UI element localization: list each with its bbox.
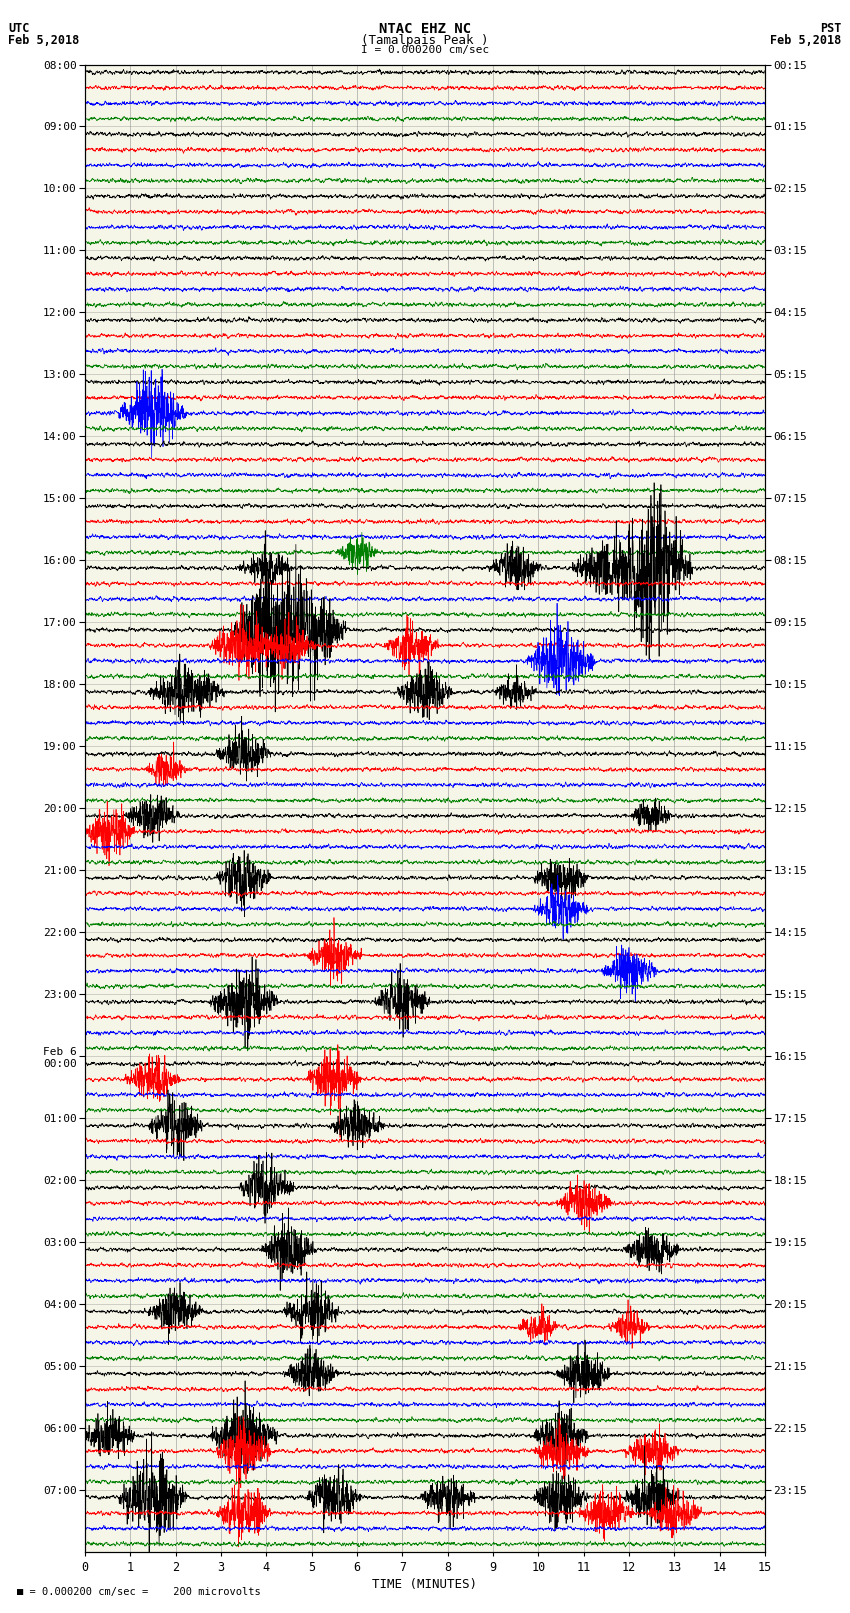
Text: PST: PST xyxy=(820,23,842,35)
Text: I = 0.000200 cm/sec: I = 0.000200 cm/sec xyxy=(361,45,489,55)
Text: ■ = 0.000200 cm/sec =    200 microvolts: ■ = 0.000200 cm/sec = 200 microvolts xyxy=(17,1587,261,1597)
Text: NTAC EHZ NC: NTAC EHZ NC xyxy=(379,23,471,35)
X-axis label: TIME (MINUTES): TIME (MINUTES) xyxy=(372,1578,478,1590)
Text: Feb 5,2018: Feb 5,2018 xyxy=(770,34,842,47)
Text: Feb 5,2018: Feb 5,2018 xyxy=(8,34,80,47)
Text: (Tamalpais Peak ): (Tamalpais Peak ) xyxy=(361,34,489,47)
Text: UTC: UTC xyxy=(8,23,30,35)
